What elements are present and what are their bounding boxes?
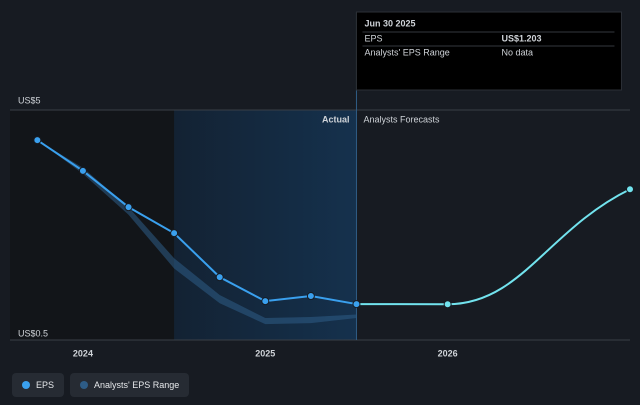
past-region [10, 110, 175, 340]
eps-point [170, 229, 179, 238]
eps-point [443, 300, 452, 309]
eps-point [78, 166, 87, 175]
annotation-forecast: Analysts Forecasts [363, 114, 440, 124]
y-tick-label: US$0.5 [18, 328, 48, 338]
eps-forecast-line [356, 188, 631, 306]
tooltip-value: US$1.203 [501, 33, 541, 43]
legend-swatch [80, 381, 89, 389]
eps-point [124, 203, 133, 212]
eps-line [36, 139, 357, 306]
x-tick-label: 2024 [73, 348, 93, 358]
legend-label: Analysts' EPS Range [94, 380, 180, 390]
eps-point [306, 292, 315, 301]
x-tick-label: 2026 [438, 348, 458, 358]
eps-point [33, 136, 42, 145]
legend-item[interactable]: Analysts' EPS Range [70, 373, 190, 397]
tooltip-label: EPS [364, 33, 382, 43]
tooltip-label: Analysts' EPS Range [364, 47, 449, 57]
y-tick-label: US$5 [18, 95, 41, 105]
legend: EPS Analysts' EPS Range [12, 373, 190, 397]
eps-point [215, 273, 224, 282]
legend-label: EPS [36, 380, 55, 390]
legend-swatch [22, 381, 30, 389]
x-tick-label: 2025 [255, 348, 275, 358]
tooltip [355, 11, 622, 91]
eps-point [626, 185, 634, 194]
shaded-region [174, 110, 357, 340]
tooltip-date: Jun 30 2025 [364, 18, 415, 28]
legend-item[interactable]: EPS [12, 373, 65, 397]
tooltip-value: No data [501, 47, 533, 57]
eps-point [352, 300, 361, 309]
annotation-actual: Actual [322, 114, 350, 124]
eps-point [261, 297, 270, 306]
